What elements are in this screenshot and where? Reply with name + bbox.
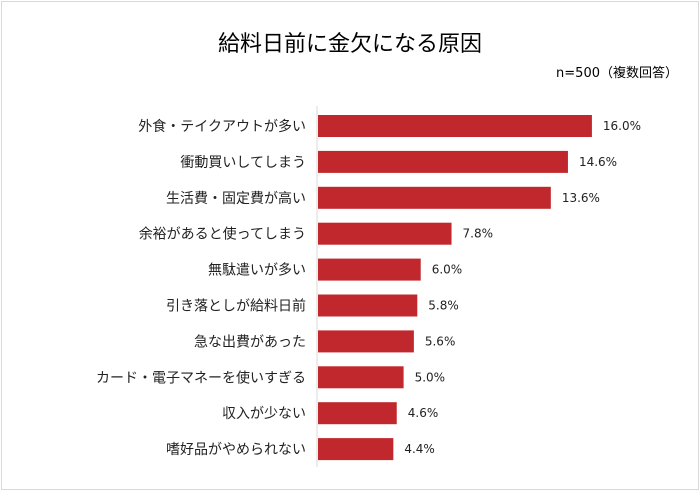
data-label: 4.4% — [404, 442, 435, 456]
category-label: 衝動買いしてしまう — [180, 155, 306, 171]
bar — [318, 330, 414, 353]
data-label: 4.6% — [408, 406, 439, 420]
category-label: 無駄遣いが多い — [208, 262, 306, 279]
category-label: 引き落としが給料日前 — [166, 298, 306, 315]
data-label: 5.0% — [415, 370, 446, 384]
bar — [318, 438, 394, 461]
category-label: 余裕があると使ってしまう — [139, 226, 306, 243]
category-label: 外食・テイクアウトが多い — [138, 118, 306, 135]
data-label: 13.6% — [562, 191, 600, 205]
bar — [318, 222, 452, 245]
bar — [318, 150, 568, 173]
category-label: 急な出費があった — [194, 334, 306, 350]
data-label: 5.8% — [428, 299, 459, 313]
bar — [318, 115, 592, 137]
bar — [318, 186, 551, 209]
category-label: 収入が少ない — [222, 406, 306, 422]
bar — [318, 366, 404, 389]
data-label: 16.0% — [603, 119, 641, 133]
bar — [318, 258, 421, 281]
chart-subtitle: n=500（複数回答） — [556, 66, 678, 81]
data-label: 6.0% — [432, 263, 463, 277]
category-label: 嗜好品がやめられない — [166, 442, 306, 458]
category-label: 生活費・固定費が高い — [166, 190, 306, 207]
chart-title: 給料日前に金欠になる原因 — [217, 32, 482, 57]
data-label: 5.6% — [425, 334, 456, 348]
category-label: カード・電子マネーを使いすぎる — [96, 369, 306, 386]
bar — [318, 294, 418, 317]
data-label: 7.8% — [463, 227, 494, 241]
data-label: 14.6% — [579, 155, 617, 169]
bar — [318, 402, 397, 425]
